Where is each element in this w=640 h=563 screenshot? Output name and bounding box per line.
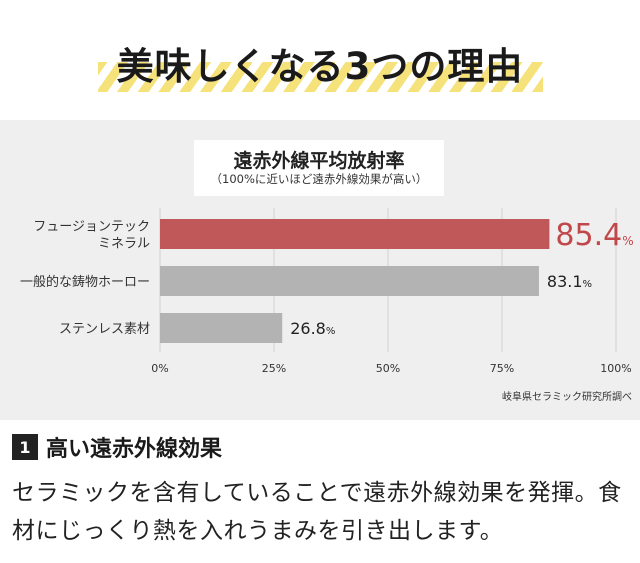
bar-chart: 0% 25% 50% 75% 100% フュージョンテックミネラル 85.4% 一般的な鋳物ホ… [20, 208, 634, 375]
point-title: 高い遠赤外線効果 [46, 437, 223, 462]
value-label: 26.8% [290, 319, 335, 338]
bar [160, 219, 550, 249]
header: 美味しくなる3つの理由 [0, 0, 640, 120]
category-label: ステンレス素材 [59, 322, 150, 337]
category-label: フュージョンテックミネラル [33, 220, 150, 252]
x-tick-label: 0% [151, 362, 168, 375]
chart-title: 遠赤外線平均放射率 [233, 150, 405, 172]
value-label: 83.1% [547, 272, 592, 291]
value-label: 85.4% [555, 218, 633, 253]
chart-subtitle: （100%に近いほど遠赤外線効果が高い） [210, 172, 428, 186]
point-number-badge: 1 [12, 434, 38, 460]
point-heading: 1 高い遠赤外線効果 [12, 432, 222, 462]
category-label: 一般的な鋳物ホーロー [20, 274, 150, 290]
page-title: 美味しくなる3つの理由 [116, 45, 524, 88]
x-tick-label: 100% [600, 362, 631, 375]
x-tick-label: 50% [376, 362, 400, 375]
point-description: セラミックを含有していることで遠赤外線効果を発揮。食材にじっくり熱を入れうまみを… [12, 480, 622, 544]
chart-title-box [194, 140, 444, 196]
x-tick-label: 75% [490, 362, 514, 375]
x-tick-label: 25% [262, 362, 286, 375]
bar [160, 266, 539, 296]
chart-source: 岐阜県セラミック研究所調べ [502, 392, 632, 403]
bar [160, 313, 283, 343]
title-highlight-stripe [98, 62, 543, 92]
